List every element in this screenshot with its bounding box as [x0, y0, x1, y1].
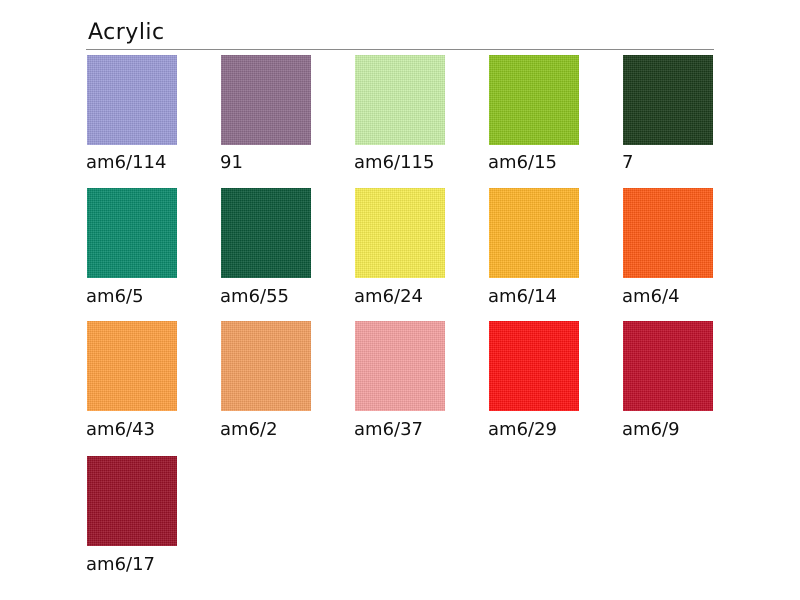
- color-swatch[interactable]: [355, 321, 445, 411]
- color-swatch[interactable]: [87, 456, 177, 546]
- swatch-code-label: am6/5: [86, 286, 144, 307]
- swatch-code-label: am6/29: [488, 419, 557, 440]
- color-swatch[interactable]: [87, 55, 177, 145]
- color-swatch[interactable]: [489, 55, 579, 145]
- color-swatch[interactable]: [623, 188, 713, 278]
- color-swatch[interactable]: [623, 55, 713, 145]
- color-swatch[interactable]: [623, 321, 713, 411]
- swatch-code-label: am6/9: [622, 419, 680, 440]
- color-swatch[interactable]: [489, 188, 579, 278]
- swatch-code-label: am6/115: [354, 152, 435, 173]
- color-swatch[interactable]: [87, 188, 177, 278]
- swatch-code-label: am6/15: [488, 152, 557, 173]
- swatch-code-label: am6/43: [86, 419, 155, 440]
- swatch-code-label: am6/37: [354, 419, 423, 440]
- swatch-code-label: am6/2: [220, 419, 278, 440]
- color-swatch[interactable]: [87, 321, 177, 411]
- color-swatch[interactable]: [355, 55, 445, 145]
- swatch-code-label: 91: [220, 152, 243, 173]
- color-swatch[interactable]: [221, 55, 311, 145]
- color-swatch[interactable]: [221, 321, 311, 411]
- title-divider: [86, 49, 714, 50]
- color-swatch[interactable]: [489, 321, 579, 411]
- color-swatch[interactable]: [221, 188, 311, 278]
- swatch-code-label: 7: [622, 152, 634, 173]
- swatch-code-label: am6/14: [488, 286, 557, 307]
- swatch-code-label: am6/17: [86, 554, 155, 575]
- swatch-code-label: am6/114: [86, 152, 167, 173]
- color-swatch[interactable]: [355, 188, 445, 278]
- swatch-code-label: am6/24: [354, 286, 423, 307]
- swatch-code-label: am6/55: [220, 286, 289, 307]
- swatch-code-label: am6/4: [622, 286, 680, 307]
- section-title: Acrylic: [88, 20, 165, 45]
